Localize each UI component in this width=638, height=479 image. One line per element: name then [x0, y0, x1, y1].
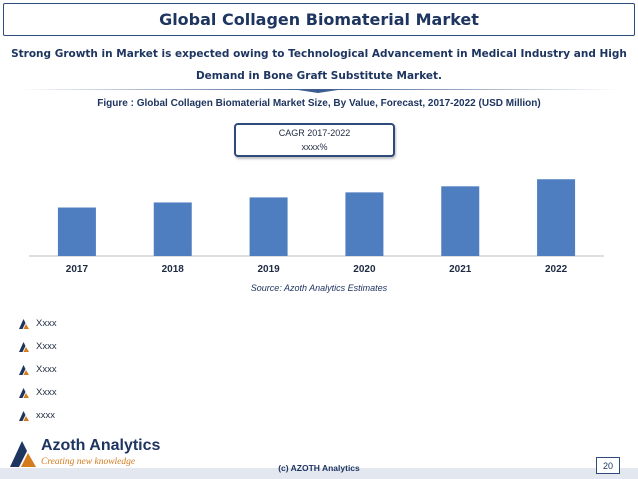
- azoth-a-icon: [19, 318, 29, 329]
- page-number: 20: [596, 457, 620, 474]
- brand-name: Azoth Analytics: [41, 437, 161, 454]
- bar-2019: [249, 197, 288, 256]
- x-tick-label: 2022: [545, 264, 568, 275]
- subtitle-line-1: Strong Growth in Market is expected owin…: [11, 48, 627, 60]
- brand-tagline: Creating new knowledge: [41, 457, 136, 467]
- azoth-a-icon: [19, 341, 29, 352]
- cagr-value: xxxx%: [301, 142, 328, 152]
- bullet-text: Xxxx: [36, 341, 57, 352]
- bullet-item: Xxxx: [18, 335, 57, 358]
- bar-2018: [153, 202, 192, 256]
- cagr-callout: CAGR 2017-2022 xxxx%: [234, 123, 395, 157]
- bar-2022: [537, 179, 576, 256]
- x-tick-label: 2017: [66, 264, 89, 275]
- footer-band: [0, 468, 638, 479]
- bullet-item: Xxxx: [18, 312, 57, 335]
- header-divider: [18, 89, 618, 93]
- bullet-item: xxxx: [18, 404, 57, 427]
- cagr-label: CAGR 2017-2022: [278, 128, 351, 138]
- bullet-text: xxxx: [36, 410, 55, 421]
- subtitle-line-2: Demand in Bone Graft Substitute Market.: [195, 70, 443, 82]
- bullet-item: Xxxx: [18, 381, 57, 404]
- bullet-text: Xxxx: [36, 364, 57, 375]
- page-title: Global Collagen Biomaterial Market: [3, 3, 635, 36]
- copyright-text: (c) AZOTH Analytics: [278, 463, 360, 473]
- chart-source: Source: Azoth Analytics Estimates: [250, 283, 388, 293]
- bullet-text: Xxxx: [36, 387, 57, 398]
- bullet-text: Xxxx: [36, 318, 57, 329]
- bar-2017: [57, 207, 96, 256]
- x-tick-label: 2018: [162, 264, 185, 275]
- x-tick-label: 2020: [353, 264, 376, 275]
- bullet-item: Xxxx: [18, 358, 57, 381]
- figure-caption: Figure : Global Collagen Biomaterial Mar…: [97, 98, 541, 109]
- bar-chart: 2017 2018 2019 2020 2021 2022: [29, 179, 604, 275]
- azoth-logo: Azoth Analytics Creating new knowledge: [8, 437, 178, 471]
- azoth-a-icon: [19, 364, 29, 375]
- azoth-logo-icon: [10, 441, 36, 467]
- bar-2020: [345, 192, 384, 256]
- bar-2021: [441, 186, 480, 256]
- x-tick-label: 2021: [449, 264, 472, 275]
- azoth-a-icon: [19, 410, 29, 421]
- bullet-list: Xxxx Xxxx Xxxx Xxxx xxxx: [18, 312, 57, 427]
- x-tick-label: 2019: [257, 264, 280, 275]
- azoth-a-icon: [19, 387, 29, 398]
- page-subtitle: Strong Growth in Market is expected owin…: [6, 43, 632, 87]
